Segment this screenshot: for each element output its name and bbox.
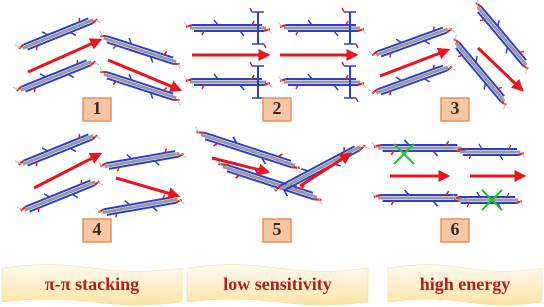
caption: low sensitivity [223, 274, 332, 294]
panel-label: 6 [451, 219, 460, 239]
panel-label: 2 [273, 98, 282, 118]
figure: 1 2 3 4 5 6 π-π stacking low sensitivity high e… [0, 0, 544, 307]
panel-labels: 1 2 3 4 5 6 [83, 98, 469, 242]
panel-4-art [14, 126, 187, 221]
panel-label: 3 [451, 98, 460, 118]
panel-3-art [368, 0, 536, 111]
captions: π-π stacking low sensitivity high energy [2, 265, 542, 306]
panel-2-art [184, 8, 366, 102]
panel-label: 5 [273, 219, 282, 239]
caption: π-π stacking [45, 274, 139, 294]
caption: high energy [420, 274, 511, 294]
panel-1-art [12, 10, 184, 107]
panel-label: 4 [93, 219, 102, 239]
panel-6-art [372, 140, 526, 210]
panel-label: 1 [93, 98, 102, 118]
panel-5-art [191, 125, 370, 208]
